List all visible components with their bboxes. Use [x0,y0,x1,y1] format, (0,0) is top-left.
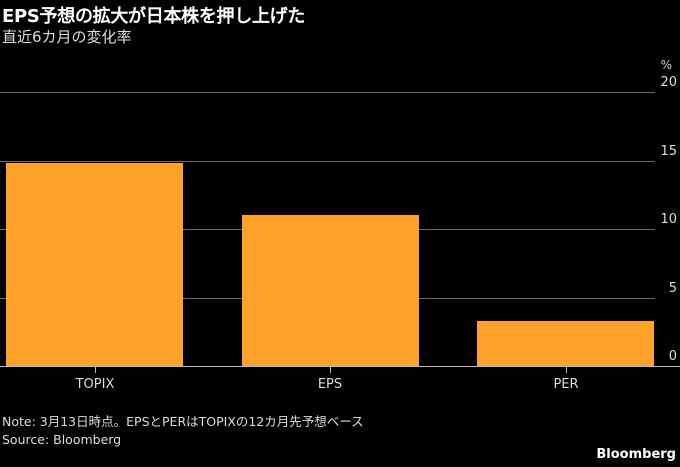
gridline [0,92,655,93]
bar-per [477,321,654,366]
x-tick-label: PER [553,377,579,392]
bar-eps [242,215,419,366]
source-text: Source: Bloomberg [2,432,122,447]
chart-subtitle: 直近6カ月の変化率 [2,28,132,46]
x-tick [330,367,331,373]
note-text: Note: 3月13日時点。EPSとPERはTOPIXの12カ月先予想ベース [2,414,364,429]
x-tick [95,367,96,373]
y-tick-label: 20 [660,75,677,90]
brand-logo: Bloomberg [596,447,676,462]
y-axis-unit: % [660,58,672,72]
gridline [0,161,655,162]
y-tick-label: 5 [668,281,677,296]
x-axis-line [0,366,680,367]
bar-topix [6,163,183,366]
y-tick-label: 0 [668,349,677,364]
x-tick-label: EPS [317,377,343,392]
chart-title: EPS予想の拡大が日本株を押し上げた [2,6,306,27]
y-tick-label: 15 [660,144,677,159]
y-tick-label: 10 [660,212,677,227]
x-tick [566,367,567,373]
x-tick-label: TOPIX [75,377,115,392]
